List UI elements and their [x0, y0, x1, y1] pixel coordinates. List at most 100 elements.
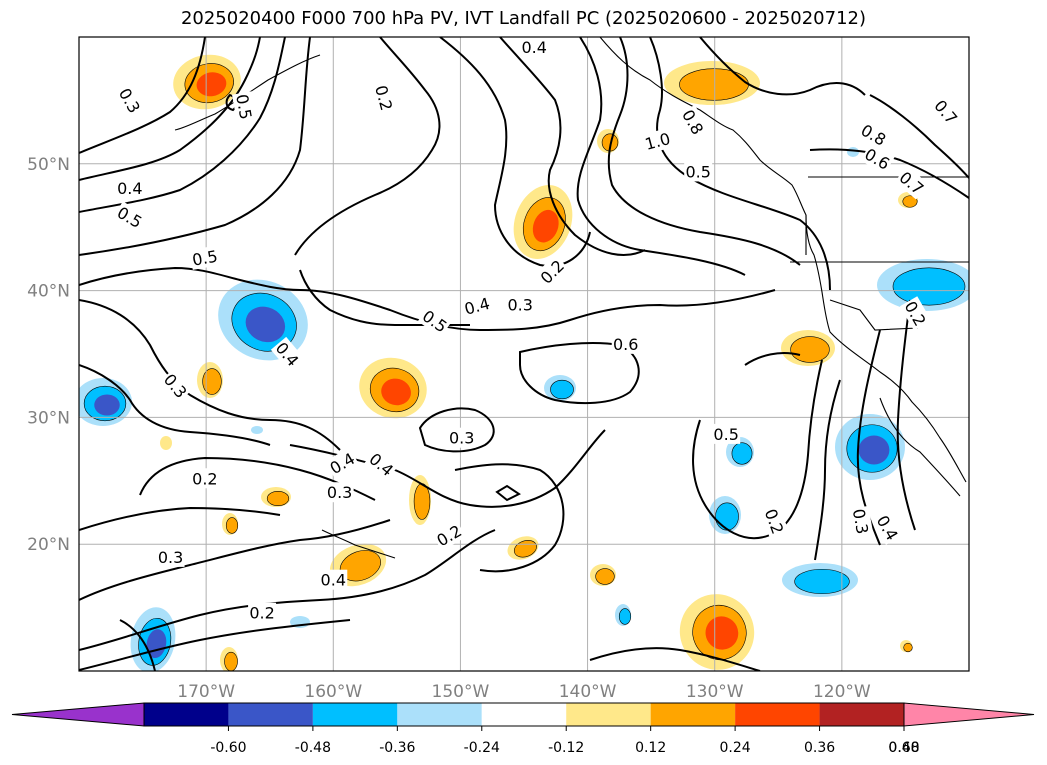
anomaly-negative-25 — [782, 563, 858, 597]
colorbar-tick-label-5: 0.12 — [635, 740, 666, 756]
colorbar-bin-9 — [819, 703, 904, 726]
pv-contour-25 — [454, 463, 565, 573]
pv-contour-3 — [79, 37, 311, 256]
contour-label-bg-6 — [189, 245, 221, 270]
colorbar-bin-4 — [397, 703, 482, 726]
contour-label-bg-11 — [860, 143, 895, 175]
coastline-4 — [879, 397, 961, 497]
pv-contour-2 — [79, 37, 286, 213]
anomaly-level-1 — [903, 642, 913, 653]
map-title: 2025020400 F000 700 hPa PV, IVT Landfall… — [180, 8, 867, 29]
anomaly-negative-23 — [726, 437, 754, 467]
anomaly-level-1 — [225, 517, 239, 534]
contour-label-bg-24 — [325, 447, 360, 479]
anomaly-level-0 — [160, 436, 172, 450]
contour-label-19: 0.6 — [613, 335, 638, 354]
pv-contour-30 — [744, 352, 801, 366]
contour-label-26: 0.2 — [192, 469, 217, 488]
contour-label-bg-18 — [270, 336, 305, 372]
contour-label-bg-9 — [684, 161, 713, 182]
lat-tick-label-0: 50°N — [27, 155, 70, 175]
anomaly-negative-30 — [847, 147, 859, 157]
lat-tick-label-2: 30°N — [27, 408, 70, 428]
colorbar-extend-min — [11, 702, 145, 727]
contour-label-4: 0.4 — [117, 179, 142, 198]
contour-label-bg-7 — [641, 127, 674, 155]
anomaly-level-2 — [705, 616, 739, 650]
contour-label-34: 0.2 — [249, 604, 274, 623]
contour-label-15: 0.3 — [507, 296, 532, 315]
colorbar-bin-2 — [228, 703, 313, 726]
pv-contour-11 — [869, 94, 969, 179]
colorbar-tick-label-1: -0.48 — [295, 740, 331, 756]
contour-label-bg-12 — [894, 166, 929, 200]
colorbar-tick-label-9: 0.60 — [888, 740, 919, 756]
anomaly-level-1 — [731, 442, 753, 465]
colorbar-bin-3 — [312, 703, 398, 726]
pv-contour-27 — [814, 379, 841, 561]
pv-contour-7 — [576, 37, 746, 276]
pv-contour-22 — [79, 529, 496, 651]
contour-label-9: 0.5 — [685, 162, 710, 181]
lon-tick-label-0: 170°W — [177, 682, 235, 702]
colorbar-outline — [143, 702, 905, 727]
anomaly-level-0 — [847, 147, 859, 157]
coastlines — [174, 37, 969, 559]
contour-label-bg-1 — [114, 83, 146, 118]
colorbar-tick-label-4: -0.12 — [548, 740, 584, 756]
anomaly-positive-15 — [160, 436, 172, 450]
lon-tick-label-3: 140°W — [559, 682, 617, 702]
pv-contour-1 — [79, 37, 261, 181]
contour-label-bg-0 — [520, 37, 549, 58]
contour-label-bg-17 — [417, 304, 453, 338]
pv-contour-10 — [699, 37, 866, 96]
graticule — [79, 37, 969, 671]
colorbar-bin-8 — [735, 703, 820, 726]
anomaly-positive-10 — [679, 594, 755, 670]
contour-label-27: 0.3 — [327, 483, 352, 502]
pv-contour-13 — [79, 266, 776, 332]
contour-label-22: 0.3 — [449, 429, 474, 448]
colorbar-tick-label-0: -0.60 — [210, 740, 246, 756]
anomaly-positive-3 — [664, 61, 760, 105]
anomaly-positive-4 — [597, 129, 619, 153]
anomaly-level-0 — [251, 426, 263, 434]
contour-label-bg-27 — [325, 482, 354, 503]
contour-label-32: 0.3 — [158, 548, 183, 567]
pv-contour-24 — [289, 429, 606, 508]
pv-contour-21 — [79, 519, 391, 601]
pv-contour-12 — [809, 148, 969, 199]
coastline-6 — [321, 529, 396, 559]
anomaly-positive-12 — [261, 487, 291, 507]
contour-label-bg-26 — [190, 468, 219, 489]
pv-contour-31 — [589, 647, 761, 671]
contour-label-bg-14 — [535, 254, 569, 289]
pv-contour-33 — [495, 484, 521, 502]
contour-label-bg-33 — [319, 569, 348, 590]
coastline-3 — [829, 299, 919, 331]
anomaly-level-1 — [202, 368, 222, 395]
pv-contour-18 — [418, 407, 495, 453]
contour-label-bg-23 — [712, 423, 741, 444]
anomaly-level-1 — [790, 336, 830, 363]
pv-contour-14 — [79, 299, 341, 451]
lat-tick-label-1: 40°N — [27, 282, 70, 302]
pv-contour-23 — [79, 619, 351, 671]
colorbar-bin-5 — [481, 703, 567, 726]
lon-tick-label-2: 150°W — [432, 682, 490, 702]
anomaly-positive-16 — [900, 640, 913, 653]
pv-contour-32 — [119, 619, 156, 671]
anomaly-positive-5 — [197, 362, 223, 398]
pv-contour-labels: 0.40.3 0.5 0.20.40.50.51.00.80.50.80.60.70… — [112, 37, 963, 623]
anomaly-level-1 — [595, 568, 615, 585]
contour-label-33: 0.4 — [321, 571, 346, 590]
contour-label-bg-8 — [677, 104, 709, 140]
anomaly-negative-27 — [615, 604, 632, 626]
anomaly-positive-9 — [590, 564, 616, 586]
anomaly-level-1 — [266, 490, 290, 506]
lon-tick-label-4: 130°W — [686, 682, 744, 702]
pv-contour-4 — [294, 37, 441, 256]
anomaly-level-1 — [902, 195, 918, 208]
ivt-pc-shading — [79, 54, 969, 671]
